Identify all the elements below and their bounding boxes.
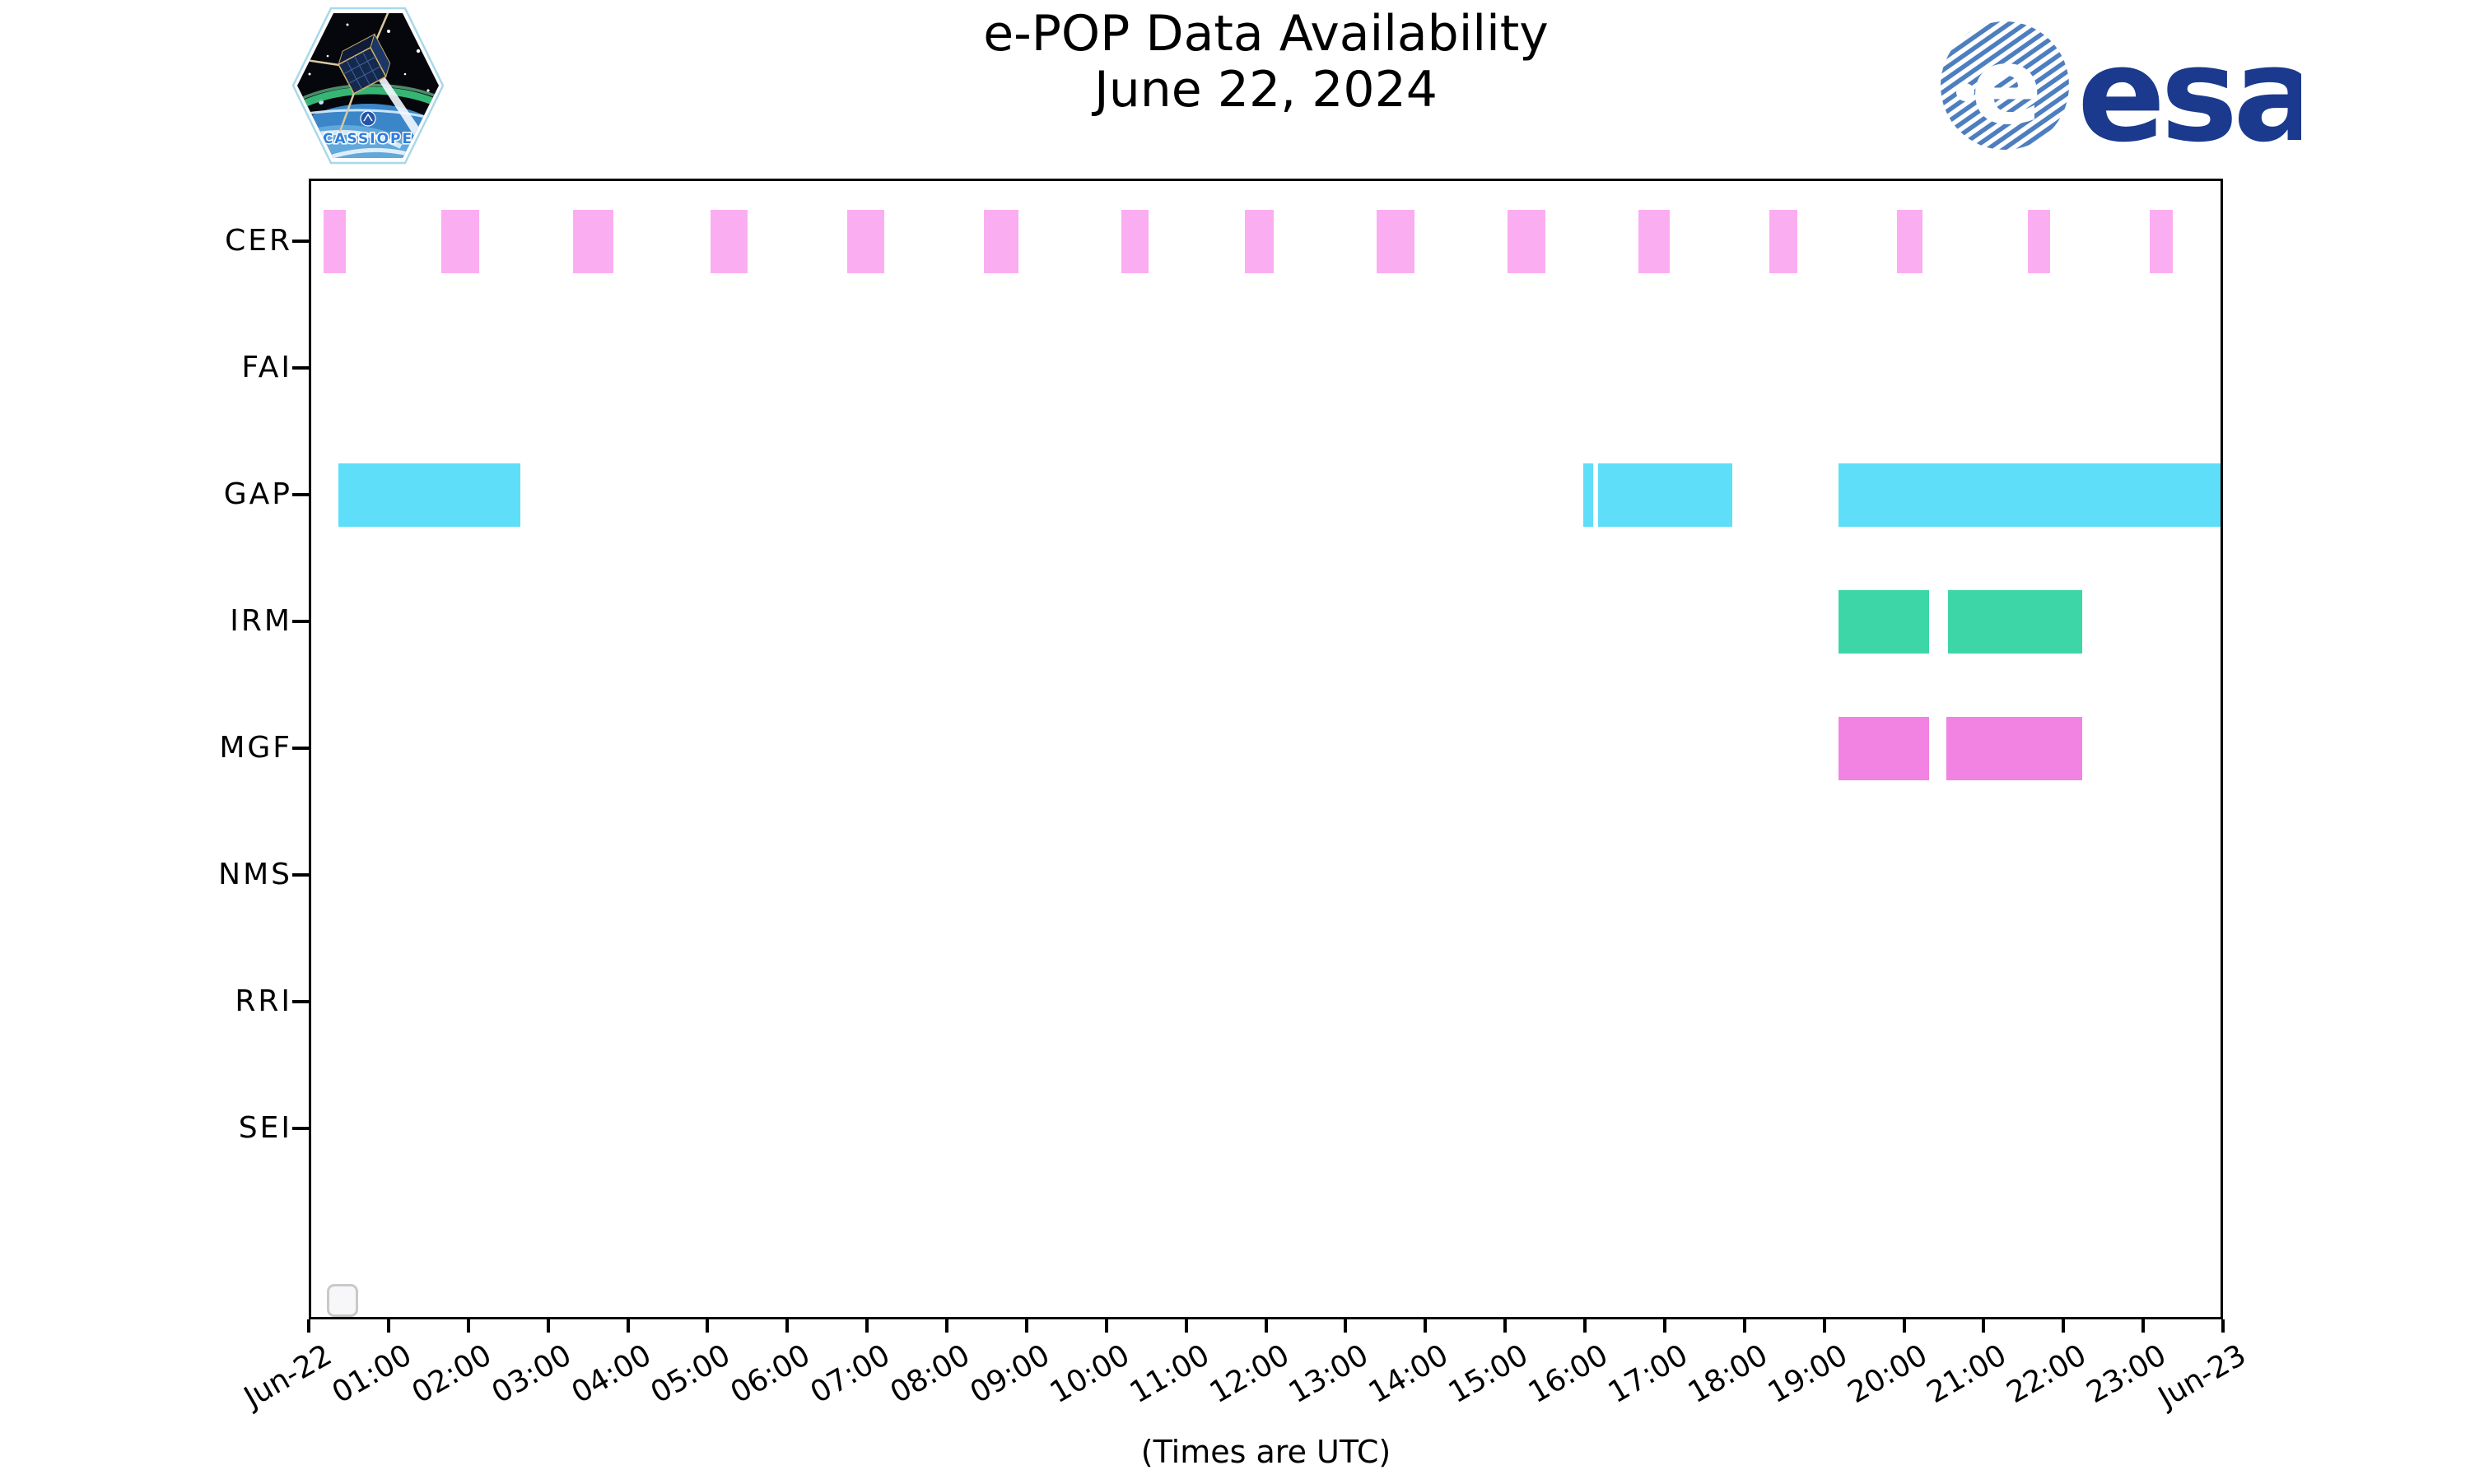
esa-wordmark-text: esa [2077, 20, 2301, 159]
esa-globe-e: e [1971, 26, 2043, 148]
availability-bar-cer [1897, 209, 1923, 273]
x-tick [865, 1319, 869, 1333]
y-tick [292, 620, 309, 623]
availability-bar-gap [1839, 463, 2223, 527]
y-tick [292, 240, 309, 243]
x-tick [1024, 1319, 1028, 1333]
availability-bar-mgf [1839, 716, 1930, 780]
esa-globe-dot [1956, 83, 1974, 101]
y-tick [292, 747, 309, 750]
availability-bar-cer [1121, 209, 1149, 273]
chart-subtitle-date: June 22, 2024 [1094, 61, 1438, 119]
y-axis-label-irm: IRM [230, 604, 292, 638]
y-axis-label-fai: FAI [241, 351, 292, 384]
patch-aurora-arc [297, 86, 439, 111]
empty-legend-box [327, 1284, 358, 1317]
availability-bar-cer [1769, 209, 1798, 273]
availability-bar-cer [323, 209, 347, 273]
y-tick [292, 1127, 309, 1130]
availability-bar-gap [1583, 463, 1593, 527]
patch-satellite [297, 13, 395, 134]
x-tick [785, 1319, 790, 1333]
patch-cassiope-text: CASSIOPE [323, 131, 413, 147]
y-axis-label-cer: CER [225, 224, 292, 258]
x-tick [1742, 1319, 1746, 1333]
cassiope-mission-patch-logo: CASSIOPE [291, 7, 445, 165]
availability-bar-cer [441, 209, 479, 273]
x-axis-caption: (Times are UTC) [1140, 1434, 1391, 1470]
esa-logo: e esa [1941, 20, 2301, 159]
x-tick [386, 1319, 390, 1333]
chart-title: e-POP Data Availability [983, 5, 1549, 63]
x-tick [1344, 1319, 1348, 1333]
availability-bar-irm [1839, 589, 1930, 654]
plot-area [292, 179, 2223, 1319]
x-tick [945, 1319, 948, 1333]
x-tick [2141, 1319, 2146, 1333]
availability-bar-gap [1598, 463, 1733, 527]
x-tick [706, 1319, 710, 1333]
availability-bar-cer [1376, 209, 1415, 273]
x-tick [1583, 1319, 1587, 1333]
y-tick [292, 873, 309, 877]
x-tick [626, 1319, 630, 1333]
x-tick [2062, 1319, 2066, 1333]
availability-bar-mgf [1946, 716, 2082, 780]
y-axis-label-mgf: MGF [219, 731, 292, 765]
y-axis-label-nms: NMS [218, 858, 292, 891]
availability-bar-irm [1947, 589, 2082, 654]
x-tick [1982, 1319, 1986, 1333]
x-tick [1503, 1319, 1508, 1333]
x-tick [1184, 1319, 1188, 1333]
availability-bar-cer [1244, 209, 1275, 273]
availability-bar-gap [338, 463, 520, 527]
x-tick [307, 1319, 310, 1333]
x-tick [1264, 1319, 1268, 1333]
x-tick [1662, 1319, 1666, 1333]
availability-bar-cer [2150, 209, 2173, 273]
x-tick [2221, 1319, 2225, 1333]
availability-bar-cer [710, 209, 748, 273]
availability-bar-cer [1508, 209, 1545, 273]
x-tick [1424, 1319, 1428, 1333]
x-tick [546, 1319, 550, 1333]
x-tick [1822, 1319, 1826, 1333]
x-tick [1104, 1319, 1108, 1333]
x-tick [1902, 1319, 1906, 1333]
y-axis-label-rri: RRI [235, 984, 292, 1018]
patch-csa-roundel [360, 110, 376, 127]
y-tick [292, 366, 309, 370]
chart-title-block: e-POP Data Availability June 22, 2024 [309, 5, 2223, 117]
availability-bar-cer [846, 209, 885, 273]
esa-striped-globe [1941, 21, 2069, 150]
y-tick [292, 493, 309, 496]
availability-bar-cer [1638, 209, 1671, 273]
availability-bar-cer [984, 209, 1019, 273]
y-tick [292, 1000, 309, 1003]
y-axis-label-gap: GAP [223, 477, 292, 511]
availability-bar-cer [2027, 209, 2051, 273]
y-axis-label-sei: SEI [238, 1111, 292, 1145]
x-tick [466, 1319, 470, 1333]
availability-bar-cer [573, 209, 613, 273]
